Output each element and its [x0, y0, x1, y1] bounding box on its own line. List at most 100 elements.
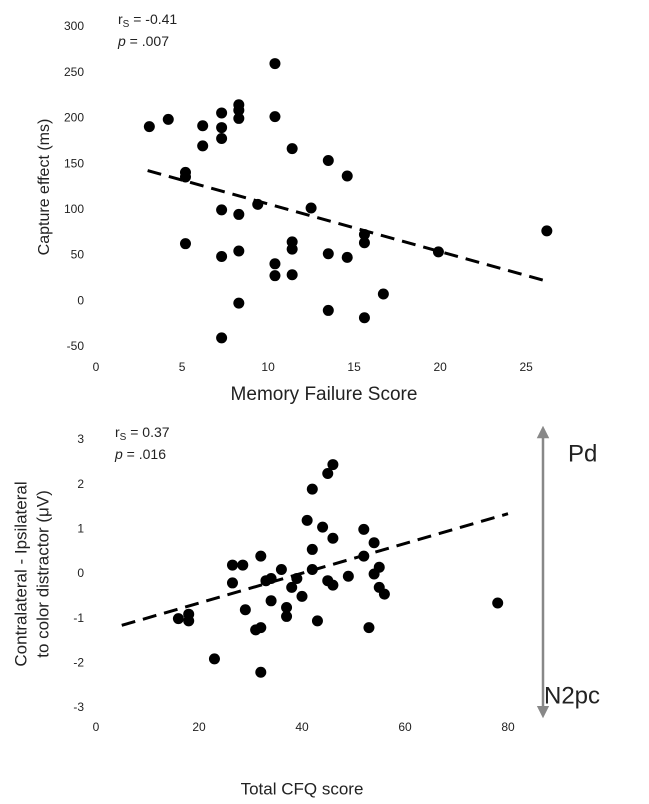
data-point: [492, 597, 504, 609]
stat-r: rS = -0.41: [118, 11, 177, 30]
x-axis-label: Memory Failure Score: [231, 384, 418, 405]
data-point: [265, 595, 277, 607]
data-point: [286, 581, 298, 593]
data-point: [216, 133, 228, 145]
data-point: [179, 238, 191, 250]
data-point: [286, 243, 298, 255]
y-tick-label: 50: [71, 248, 85, 262]
data-point: [172, 613, 184, 625]
stat-r-text: = -0.41: [129, 11, 177, 27]
data-point: [233, 112, 245, 124]
data-point: [322, 468, 334, 479]
stat-r-text: = 0.37: [126, 424, 169, 440]
stat-p-symbol: p: [117, 33, 126, 49]
data-point: [306, 564, 318, 576]
stat-p: p = .007: [117, 33, 169, 49]
data-point: [327, 579, 339, 591]
y-axis-label: Contralateral - Ipsilateral: [11, 481, 30, 666]
y-tick-label: 250: [64, 65, 84, 79]
data-point: [358, 237, 370, 249]
y-axis-label: to color distractor (μV): [33, 490, 52, 658]
y-tick-label: 100: [64, 202, 84, 216]
data-point: [233, 297, 245, 309]
y-tick-label: 200: [64, 111, 84, 125]
data-point: [143, 121, 155, 133]
x-axis-label: Total CFQ score: [241, 779, 364, 798]
x-tick-label: 80: [501, 720, 515, 734]
data-point: [216, 250, 228, 262]
data-point: [233, 208, 245, 220]
data-point: [226, 577, 238, 589]
data-point: [311, 615, 323, 627]
y-tick-label: -1: [73, 611, 84, 625]
data-point: [269, 111, 281, 123]
x-tick-label: 0: [93, 720, 100, 734]
data-point: [306, 543, 318, 555]
data-point: [368, 537, 380, 549]
data-point: [269, 58, 281, 70]
data-point: [358, 523, 370, 535]
data-point: [296, 590, 308, 602]
data-point: [322, 304, 334, 316]
data-point: [233, 245, 245, 257]
x-tick-label: 15: [347, 360, 361, 374]
y-tick-label: 1: [77, 522, 84, 536]
data-point: [327, 459, 339, 471]
x-tick-label: 5: [179, 360, 186, 374]
data-point: [197, 120, 209, 132]
arrow-label: N2pc: [544, 682, 600, 709]
data-point: [342, 570, 354, 582]
y-tick-label: 0: [77, 293, 84, 307]
data-point: [363, 622, 375, 634]
data-point: [281, 610, 293, 622]
data-point: [432, 246, 444, 258]
data-point: [377, 288, 389, 300]
data-point: [341, 251, 353, 263]
data-point: [286, 143, 298, 155]
y-axis-label: Capture effect (ms): [36, 119, 53, 256]
data-point: [216, 122, 228, 134]
stat-p-symbol: p: [114, 446, 123, 462]
data-point: [255, 622, 267, 634]
data-point: [216, 332, 228, 344]
stat-p-text: = .016: [123, 446, 166, 462]
data-point: [216, 204, 228, 216]
stat-r-symbol: r: [118, 11, 123, 27]
data-point: [275, 564, 287, 576]
data-point: [327, 532, 339, 544]
data-point: [255, 550, 267, 562]
data-point: [233, 104, 245, 116]
data-point: [252, 198, 264, 210]
x-tick-label: 20: [433, 360, 447, 374]
data-point: [216, 107, 228, 119]
trendline: [147, 169, 544, 282]
y-tick-label: 150: [64, 156, 84, 170]
x-tick-label: 20: [192, 720, 206, 734]
data-point: [358, 229, 370, 241]
data-point: [281, 602, 293, 613]
data-point: [269, 270, 281, 282]
stat-r-subscript: S: [123, 19, 130, 30]
data-point: [237, 559, 249, 571]
x-tick-label: 60: [398, 720, 412, 734]
y-tick-label: -3: [73, 700, 84, 714]
data-point: [179, 171, 191, 183]
data-point: [208, 653, 220, 665]
data-point: [305, 202, 317, 214]
y-tick-label: 300: [64, 19, 84, 33]
data-point: [317, 521, 329, 533]
data-point: [269, 258, 281, 270]
x-tick-label: 25: [520, 360, 534, 374]
data-point: [541, 225, 553, 237]
data-point: [301, 514, 313, 526]
data-point: [291, 572, 303, 584]
y-tick-label: 0: [77, 566, 84, 580]
y-tick-label: -50: [67, 339, 85, 353]
data-point: [183, 615, 195, 627]
data-point: [322, 154, 334, 166]
y-tick-label: 2: [77, 477, 84, 491]
stat-r-symbol: r: [115, 424, 120, 440]
arrow-label: Pd: [568, 440, 597, 467]
y-tick-label: -2: [73, 656, 84, 670]
